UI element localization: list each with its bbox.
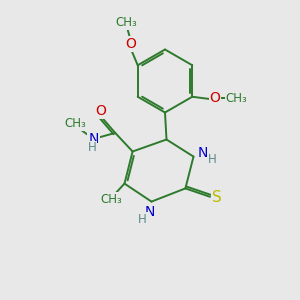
Text: N: N — [88, 132, 99, 146]
Text: CH₃: CH₃ — [65, 117, 86, 130]
Text: N: N — [145, 205, 155, 219]
Text: CH₃: CH₃ — [116, 16, 137, 29]
Text: CH₃: CH₃ — [100, 193, 122, 206]
Text: N: N — [198, 146, 208, 160]
Text: CH₃: CH₃ — [226, 92, 247, 105]
Text: O: O — [210, 91, 220, 105]
Text: O: O — [125, 37, 136, 51]
Text: H: H — [138, 213, 147, 226]
Text: S: S — [212, 190, 221, 205]
Text: H: H — [88, 141, 97, 154]
Text: H: H — [208, 153, 217, 166]
Text: O: O — [95, 104, 106, 118]
